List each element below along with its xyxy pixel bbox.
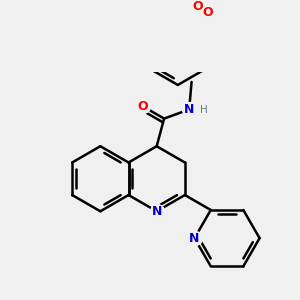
Text: N: N — [152, 205, 162, 218]
Text: H: H — [200, 105, 208, 115]
Text: N: N — [189, 232, 200, 245]
Text: O: O — [138, 100, 148, 113]
Text: N: N — [184, 103, 194, 116]
Text: O: O — [202, 6, 213, 19]
Text: O: O — [192, 0, 203, 14]
